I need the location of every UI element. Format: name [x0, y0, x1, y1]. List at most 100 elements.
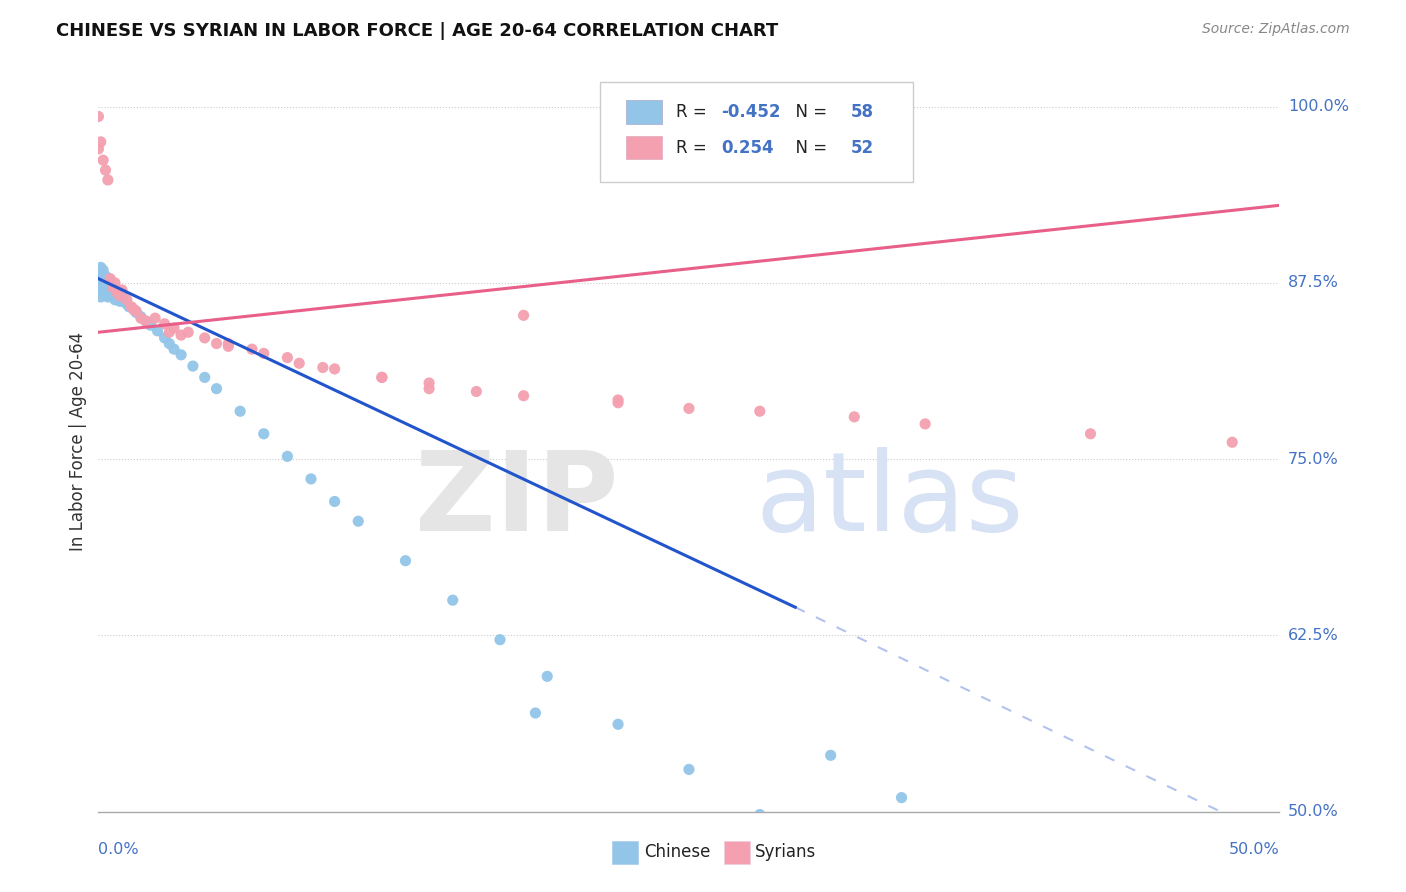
- Text: Source: ZipAtlas.com: Source: ZipAtlas.com: [1202, 22, 1350, 37]
- Text: 75.0%: 75.0%: [1288, 451, 1339, 467]
- Point: [153, 317, 176, 331]
- Point: [536, 669, 558, 683]
- Text: 52: 52: [851, 138, 875, 157]
- Point: [229, 404, 252, 418]
- Point: [465, 384, 488, 399]
- Point: [607, 392, 630, 407]
- Point: [170, 348, 193, 362]
- Point: [121, 300, 143, 314]
- Point: [105, 285, 128, 300]
- Text: Syrians: Syrians: [755, 843, 817, 861]
- Point: [276, 351, 298, 365]
- Point: [844, 409, 866, 424]
- Point: [524, 706, 547, 720]
- Point: [90, 135, 112, 149]
- Point: [91, 263, 114, 277]
- Point: [135, 314, 157, 328]
- Point: [98, 285, 121, 299]
- Text: ZIP: ZIP: [415, 447, 619, 554]
- Point: [914, 417, 936, 431]
- Point: [820, 748, 842, 763]
- Point: [97, 290, 120, 304]
- Text: 0.0%: 0.0%: [98, 842, 139, 857]
- Point: [299, 472, 322, 486]
- Text: Chinese: Chinese: [644, 843, 710, 861]
- Point: [217, 336, 239, 351]
- Point: [323, 362, 346, 376]
- FancyBboxPatch shape: [626, 100, 662, 124]
- Point: [135, 314, 157, 328]
- Point: [91, 285, 114, 300]
- Point: [157, 325, 180, 339]
- Text: 58: 58: [851, 103, 873, 121]
- FancyBboxPatch shape: [612, 840, 638, 864]
- Point: [98, 271, 121, 285]
- FancyBboxPatch shape: [724, 840, 751, 864]
- Text: 87.5%: 87.5%: [1288, 276, 1339, 291]
- Point: [87, 275, 110, 289]
- Point: [90, 260, 112, 275]
- Point: [97, 271, 120, 285]
- Point: [101, 280, 124, 294]
- Point: [194, 370, 217, 384]
- Point: [94, 278, 117, 293]
- Point: [153, 331, 176, 345]
- Point: [111, 283, 134, 297]
- Y-axis label: In Labor Force | Age 20-64: In Labor Force | Age 20-64: [69, 332, 87, 551]
- Point: [91, 276, 114, 290]
- Point: [371, 370, 394, 384]
- Point: [371, 370, 394, 384]
- Point: [104, 276, 127, 290]
- Point: [101, 288, 124, 302]
- Point: [94, 163, 117, 178]
- Point: [90, 271, 112, 285]
- Point: [87, 110, 110, 124]
- Point: [97, 280, 120, 294]
- Point: [104, 293, 127, 307]
- Point: [949, 829, 972, 843]
- Point: [181, 359, 204, 373]
- Point: [163, 342, 186, 356]
- Point: [115, 297, 138, 311]
- Point: [105, 288, 128, 302]
- Point: [253, 426, 276, 441]
- Point: [312, 360, 335, 375]
- Point: [115, 293, 138, 307]
- Text: R =: R =: [676, 138, 711, 157]
- Point: [122, 302, 145, 317]
- Point: [125, 305, 148, 319]
- Point: [163, 321, 186, 335]
- Point: [276, 450, 298, 464]
- Point: [143, 311, 166, 326]
- Text: R =: R =: [676, 103, 711, 121]
- Point: [87, 142, 110, 156]
- Point: [94, 268, 117, 283]
- Point: [157, 336, 180, 351]
- Point: [678, 401, 700, 416]
- Point: [94, 288, 117, 302]
- Point: [177, 325, 200, 339]
- Point: [394, 554, 416, 568]
- Point: [748, 807, 770, 822]
- Point: [240, 342, 263, 356]
- Point: [90, 280, 112, 294]
- Text: CHINESE VS SYRIAN IN LABOR FORCE | AGE 20-64 CORRELATION CHART: CHINESE VS SYRIAN IN LABOR FORCE | AGE 2…: [56, 22, 779, 40]
- Point: [118, 300, 141, 314]
- Text: 50.0%: 50.0%: [1288, 805, 1339, 819]
- Point: [91, 153, 114, 168]
- Point: [890, 790, 912, 805]
- Text: 0.254: 0.254: [721, 138, 773, 157]
- FancyBboxPatch shape: [626, 136, 662, 160]
- Point: [489, 632, 512, 647]
- Text: N =: N =: [785, 103, 832, 121]
- Point: [323, 494, 346, 508]
- Point: [418, 376, 440, 390]
- Point: [90, 290, 112, 304]
- Point: [101, 280, 124, 294]
- Point: [111, 294, 134, 309]
- Point: [87, 266, 110, 280]
- FancyBboxPatch shape: [600, 82, 914, 183]
- Text: atlas: atlas: [755, 447, 1024, 554]
- Point: [125, 304, 148, 318]
- Point: [347, 514, 370, 528]
